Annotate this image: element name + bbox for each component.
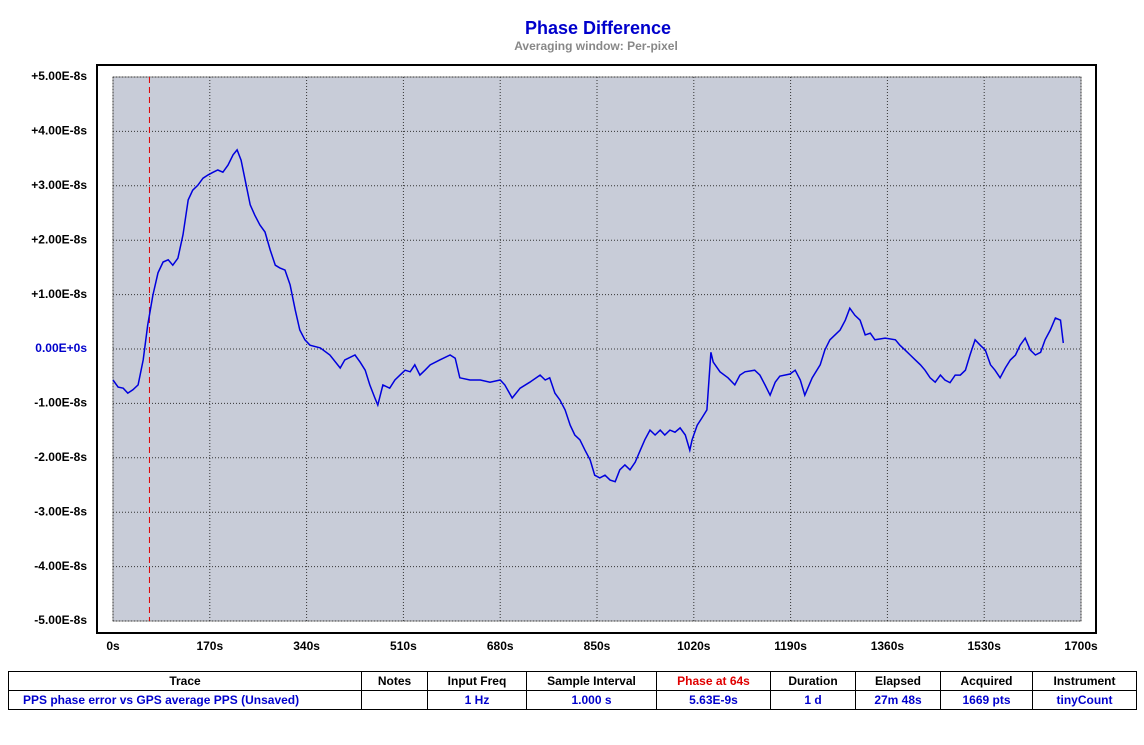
chart-subtitle: Averaging window: Per-pixel — [514, 39, 678, 53]
y-tick-label: 0.00E+0s — [35, 341, 87, 355]
header-cell: Instrument — [1032, 671, 1137, 691]
x-tick-label: 340s — [293, 639, 320, 653]
y-tick-label: -5.00E-8s — [34, 613, 87, 627]
x-tick-label: 680s — [487, 639, 514, 653]
x-tick-label: 1360s — [871, 639, 905, 653]
cell: 1 Hz — [427, 690, 527, 710]
x-tick-label: 1700s — [1064, 639, 1098, 653]
y-tick-label: +1.00E-8s — [31, 287, 87, 301]
header-cell: Input Freq — [427, 671, 527, 691]
y-tick-label: -2.00E-8s — [34, 450, 87, 464]
y-tick-label: +3.00E-8s — [31, 178, 87, 192]
chart: Phase Difference Averaging window: Per-p… — [31, 18, 1098, 653]
cell: 1 d — [770, 690, 856, 710]
cell: 1669 pts — [940, 690, 1033, 710]
header-cell: Elapsed — [855, 671, 941, 691]
x-tick-label: 170s — [196, 639, 223, 653]
info-table: Trace Notes Input Freq Sample Interval Phase… — [8, 671, 1137, 710]
y-tick-label: -1.00E-8s — [34, 396, 87, 410]
cell: 1.000 s — [526, 690, 657, 710]
header-cell: Acquired — [940, 671, 1033, 691]
y-tick-label: +4.00E-8s — [31, 124, 87, 138]
cell: 27m 48s — [855, 690, 941, 710]
y-tick-label: +5.00E-8s — [31, 69, 87, 83]
x-tick-label: 510s — [390, 639, 417, 653]
y-tick-label: +2.00E-8s — [31, 232, 87, 246]
x-tick-label: 1190s — [774, 639, 807, 653]
header-cell: Notes — [361, 671, 428, 691]
header-cell: Sample Interval — [526, 671, 657, 691]
x-tick-label: 1530s — [968, 639, 1002, 653]
table-header-row: Trace Notes Input Freq Sample Interval Phase… — [8, 671, 1137, 691]
y-tick-label: -3.00E-8s — [34, 504, 87, 518]
x-tick-label: 1020s — [677, 639, 711, 653]
header-cell: Phase at 64s — [656, 671, 771, 691]
header-cell: Trace — [8, 671, 362, 691]
cell — [361, 690, 428, 710]
trace-line — [112, 148, 1065, 483]
cell: 5.63E-9s — [656, 690, 771, 710]
table-row: PPS phase error vs GPS average PPS (Unsa… — [8, 690, 1137, 710]
cell: tinyCount — [1032, 690, 1137, 710]
x-tick-label: 850s — [584, 639, 611, 653]
chart-frame — [96, 64, 1097, 634]
x-tick-label: 0s — [106, 639, 120, 653]
header-cell: Duration — [770, 671, 856, 691]
chart-title: Phase Difference — [525, 18, 671, 38]
y-tick-label: -4.00E-8s — [34, 559, 87, 573]
cell: PPS phase error vs GPS average PPS (Unsa… — [8, 690, 362, 710]
